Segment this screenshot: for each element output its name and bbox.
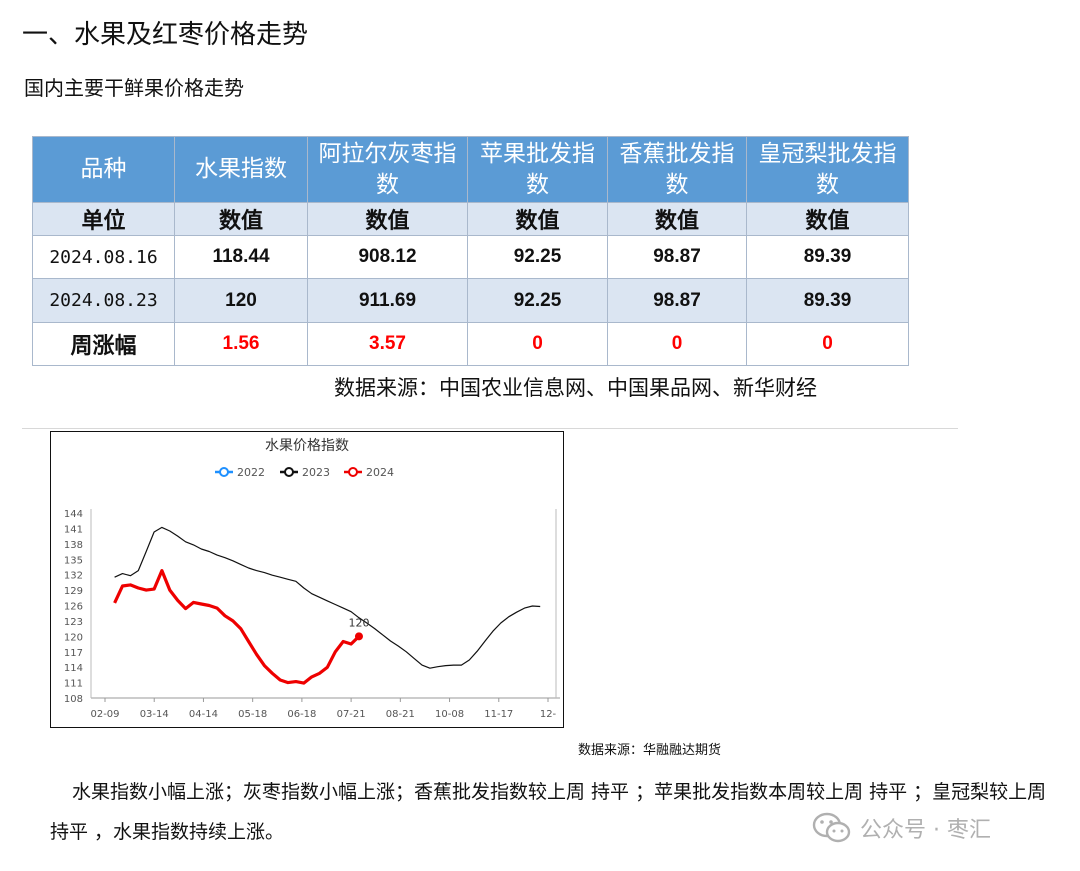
value-cell: 89.39: [746, 235, 909, 279]
summary-paragraph: 水果指数小幅上涨；灰枣指数小幅上涨；香蕉批发指数较上周 持平 ；苹果批发指数本周…: [50, 781, 1047, 843]
x-tick-label: 02-09: [90, 709, 119, 720]
value-cell: 98.87: [607, 235, 747, 279]
table-header-row: 品种 水果指数 阿拉尔灰枣指数 苹果批发指数 香蕉批发指数 皇冠梨批发指数: [32, 136, 909, 203]
x-tick-label: 12-: [540, 709, 557, 720]
end-point-label: 120: [348, 616, 369, 629]
y-tick-label: 114: [64, 663, 83, 674]
value-cell: 911.69: [307, 278, 468, 323]
y-tick-label: 135: [64, 555, 83, 566]
unit-cell: 数值: [746, 202, 909, 236]
chart-svg: 水果价格指数 2022 2023 2024 144 141 138 135 132 129 12…: [64, 438, 560, 720]
chart-title: 水果价格指数: [265, 438, 349, 454]
end-point-marker: [354, 632, 363, 641]
fruit-price-chart: 水果价格指数 2022 2023 2024 144 141 138 135 132 129 12…: [50, 431, 564, 728]
table-row: 2024.08.16 118.44 908.12 92.25 98.87 89.…: [32, 235, 909, 279]
legend-marker: [219, 467, 229, 477]
y-tick-label: 108: [64, 694, 83, 705]
series-line-2024: [113, 569, 361, 685]
x-tick-label: 10-08: [435, 709, 464, 720]
price-table: 品种 水果指数 阿拉尔灰枣指数 苹果批发指数 香蕉批发指数 皇冠梨批发指数 单位…: [32, 136, 909, 366]
y-tick-label: 111: [64, 679, 83, 690]
value-cell: 92.25: [467, 235, 608, 279]
y-tick-label: 129: [64, 586, 83, 597]
chart-series: [113, 526, 541, 685]
value-cell: 118.44: [174, 235, 308, 279]
unit-cell: 数值: [607, 202, 747, 236]
legend-marker: [348, 467, 358, 477]
watermark: 公众号 · 枣汇: [812, 808, 991, 848]
value-cell: 89.39: [746, 278, 909, 323]
divider: [22, 428, 958, 429]
y-tick-label: 138: [64, 540, 83, 551]
chart-end-point: 120: [348, 616, 369, 641]
watermark-text: 公众号 · 枣汇: [860, 818, 991, 843]
value-cell: 98.87: [607, 278, 747, 323]
weekly-change-row: 周涨幅 1.56 3.57 0 0 0: [32, 322, 909, 366]
header-cell: 皇冠梨批发指数: [746, 136, 909, 203]
legend-marker: [284, 467, 294, 477]
x-tick-label: 08-21: [386, 709, 415, 720]
unit-cell: 数值: [174, 202, 308, 236]
x-tick-label: 07-21: [337, 709, 366, 720]
date-cell: 2024.08.16: [32, 235, 175, 279]
y-tick-label: 123: [64, 617, 83, 628]
table-row: 2024.08.23 120 911.69 92.25 98.87 89.39: [32, 278, 909, 323]
date-cell: 2024.08.23: [32, 278, 175, 323]
x-tick-label: 05-18: [238, 709, 267, 720]
change-value-cell: 0: [746, 322, 909, 366]
y-tick-label: 117: [64, 648, 83, 659]
unit-cell: 单位: [32, 202, 175, 236]
header-cell: 品种: [32, 136, 175, 203]
legend-label: 2022: [237, 466, 265, 479]
unit-cell: 数值: [467, 202, 608, 236]
x-tick-label: 06-18: [287, 709, 316, 720]
change-value-cell: 0: [467, 322, 608, 366]
header-cell: 阿拉尔灰枣指数: [307, 136, 468, 203]
chart-legend: 2022 2023 2024: [215, 466, 394, 479]
x-tick-label: 04-14: [189, 709, 218, 720]
value-cell: 92.25: [467, 278, 608, 323]
x-tick-label: 11-17: [484, 709, 513, 720]
header-cell: 水果指数: [174, 136, 308, 203]
x-tick-label: 03-14: [140, 709, 169, 720]
change-label-cell: 周涨幅: [32, 322, 175, 366]
change-value-cell: 1.56: [174, 322, 308, 366]
section-heading: 一、水果及红枣价格走势: [22, 20, 309, 50]
header-cell: 苹果批发指数: [467, 136, 608, 203]
change-value-cell: 3.57: [307, 322, 468, 366]
change-value-cell: 0: [607, 322, 747, 366]
subheading: 国内主要干鲜果价格走势: [24, 76, 244, 100]
y-tick-label: 126: [64, 602, 83, 613]
y-tick-label: 120: [64, 632, 83, 643]
legend-label: 2024: [366, 466, 394, 479]
chart-axes: 144 141 138 135 132 129 126 123 120 117 114 111 108 0…: [64, 509, 560, 720]
value-cell: 120: [174, 278, 308, 323]
y-tick-label: 144: [64, 509, 83, 520]
chart-source-note: 数据来源：华融融达期货: [578, 743, 722, 758]
series-line-2023: [114, 526, 541, 669]
y-tick-label: 141: [64, 524, 83, 535]
wechat-icon: [812, 812, 851, 843]
legend-label: 2023: [302, 466, 330, 479]
header-cell: 香蕉批发指数: [607, 136, 747, 203]
value-cell: 908.12: [307, 235, 468, 279]
y-tick-label: 132: [64, 571, 83, 582]
unit-cell: 数值: [307, 202, 468, 236]
unit-row: 单位 数值 数值 数值 数值 数值: [32, 202, 909, 236]
table-source-note: 数据来源：中国农业信息网、中国果品网、新华财经: [334, 376, 817, 400]
